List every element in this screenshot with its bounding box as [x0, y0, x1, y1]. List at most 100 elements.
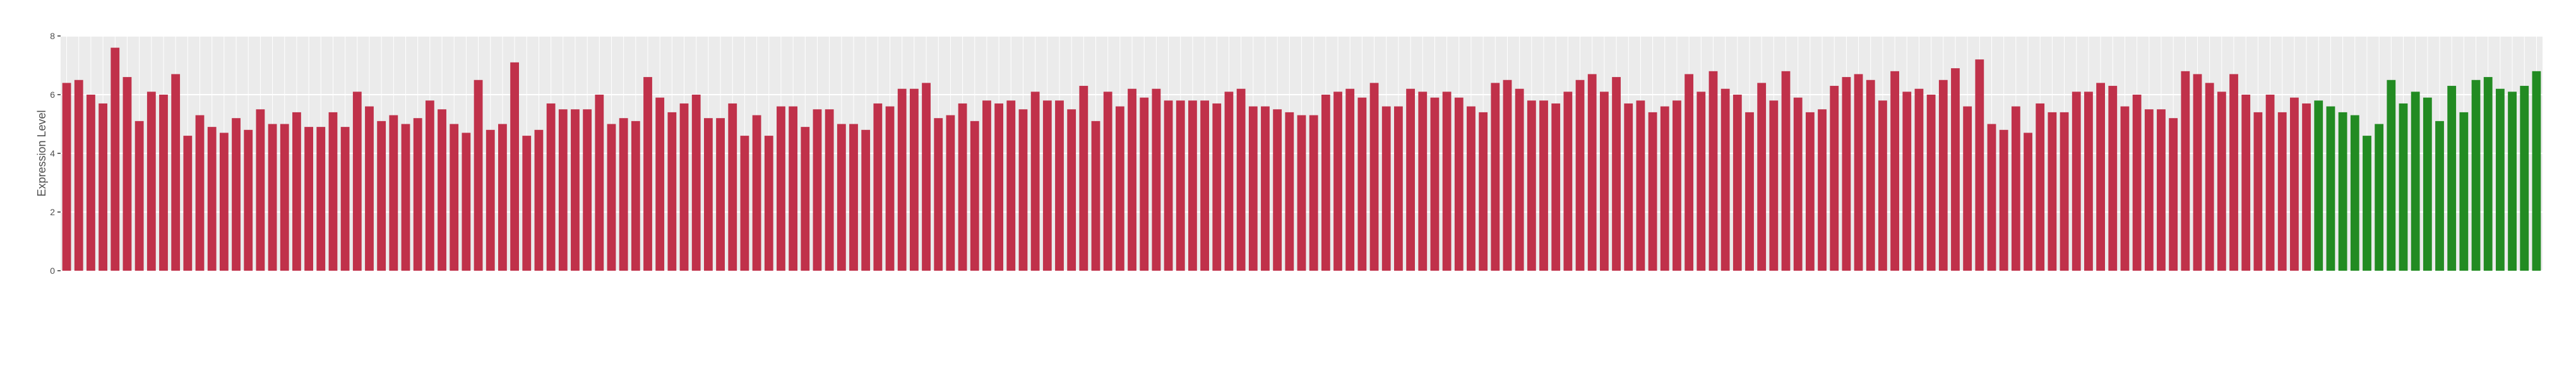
bar: [1248, 106, 1258, 271]
bar: [2011, 106, 2020, 271]
bar: [2132, 95, 2142, 271]
bar: [365, 106, 374, 271]
bar: [2350, 115, 2359, 271]
bar: [1696, 92, 1706, 271]
bar: [994, 103, 1004, 271]
bar: [1636, 100, 1645, 271]
bar: [1757, 83, 1767, 271]
bar: [1685, 74, 1694, 271]
bar: [2411, 92, 2420, 271]
bar: [1926, 95, 1936, 271]
bar: [679, 103, 689, 271]
bar: [777, 106, 785, 271]
bar: [1854, 74, 1863, 271]
bar: [159, 95, 168, 271]
bar: [946, 115, 955, 271]
bar: [1164, 100, 1173, 271]
bar: [1430, 97, 1440, 271]
y-tick-label: 2: [50, 207, 55, 217]
bar: [2471, 80, 2481, 271]
bar: [1587, 74, 1597, 271]
bar: [474, 80, 483, 271]
bar: [861, 129, 871, 271]
bar: [183, 136, 193, 271]
bar: [1987, 124, 1996, 271]
bar: [1575, 80, 1585, 271]
bar: [1890, 71, 1900, 271]
bar: [2532, 71, 2541, 271]
bar: [1418, 92, 1428, 271]
bar: [1454, 97, 1464, 271]
bar: [1660, 106, 1669, 271]
bar: [1140, 97, 1149, 271]
bar: [1648, 112, 1657, 271]
bar: [1563, 92, 1573, 271]
bar: [1406, 88, 1415, 271]
bar: [849, 124, 858, 271]
bar: [1273, 109, 1282, 271]
bar: [619, 118, 628, 271]
bar: [1042, 100, 1052, 271]
bar: [462, 133, 471, 271]
bar: [2253, 112, 2263, 271]
bar: [2326, 106, 2335, 271]
bar: [522, 136, 532, 271]
bar: [1115, 106, 1124, 271]
bar: [1224, 92, 1234, 271]
bar: [2363, 136, 2371, 271]
bar: [2205, 83, 2214, 271]
bar: [1866, 80, 1875, 271]
bar: [1333, 92, 1342, 271]
bar: [667, 112, 677, 271]
bar: [510, 62, 519, 271]
bar: [571, 109, 580, 271]
bar: [86, 95, 95, 271]
bar: [1612, 77, 1621, 271]
bar: [2387, 80, 2396, 271]
bar: [98, 103, 108, 271]
bar: [2241, 95, 2251, 271]
bar: [958, 103, 967, 271]
bar: [207, 127, 217, 271]
bar: [1261, 106, 1270, 271]
bar: [2096, 83, 2105, 271]
bar: [438, 109, 446, 271]
bar: [909, 88, 919, 271]
bar: [970, 121, 979, 271]
bar: [1491, 83, 1500, 271]
bar: [389, 115, 398, 271]
bar: [2375, 124, 2384, 271]
bar: [1030, 92, 1040, 271]
bar: [377, 121, 386, 271]
bar: [74, 80, 83, 271]
bar: [873, 103, 883, 271]
bar: [1152, 88, 1161, 271]
bar: [2036, 103, 2045, 271]
bar: [2024, 133, 2032, 271]
bar: [268, 124, 277, 271]
bar: [1079, 86, 1088, 271]
bar: [1236, 88, 1246, 271]
bar: [1720, 88, 1730, 271]
bar: [534, 129, 544, 271]
bar: [1708, 71, 1718, 271]
bar: [1345, 88, 1355, 271]
bar: [982, 100, 991, 271]
bar: [1999, 129, 2008, 271]
bar: [2435, 121, 2444, 271]
bar: [691, 95, 701, 271]
bar: [1951, 68, 1960, 271]
bar: [2060, 112, 2069, 271]
bar: [1599, 92, 1609, 271]
y-tick-label: 0: [50, 266, 55, 276]
bar: [2229, 74, 2238, 271]
bar: [2520, 86, 2529, 271]
bar: [2181, 71, 2190, 271]
bar: [643, 77, 652, 271]
bar: [62, 83, 71, 271]
bar: [837, 124, 846, 271]
bar: [1285, 112, 1294, 271]
bar: [2265, 95, 2275, 271]
bar: [1624, 103, 1633, 271]
